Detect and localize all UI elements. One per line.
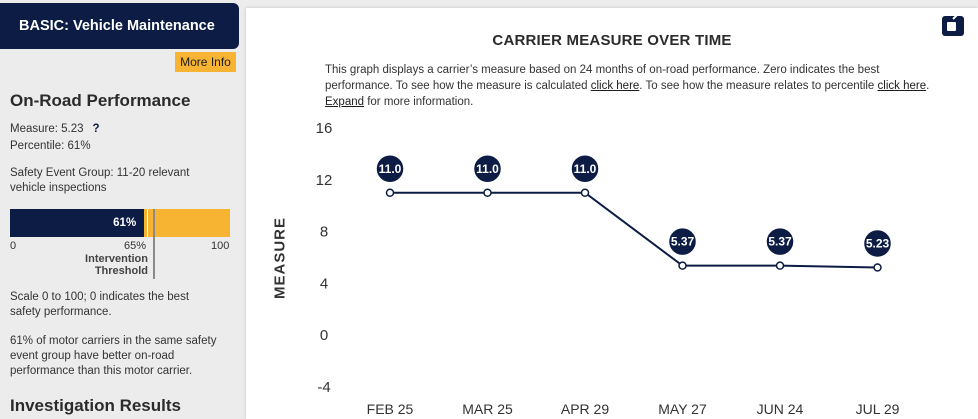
y-tick-label: 16 (316, 120, 333, 137)
data-label-badge (570, 154, 600, 184)
y-tick-label: 12 (316, 172, 333, 189)
data-point[interactable] (385, 188, 395, 197)
y-tick-label: 8 (320, 224, 328, 241)
expand-link[interactable]: Expand (325, 96, 365, 108)
bar-max-label: 100 (211, 240, 230, 252)
data-label: 11.0 (379, 162, 402, 176)
data-label: 11.0 (574, 162, 597, 176)
pct-note-line-3: performance than this motor carrier. (10, 365, 193, 377)
safety-group-line-2: vehicle inspections (10, 182, 107, 194)
x-tick-label: MAR 25 (462, 401, 513, 417)
x-tick-label: APR 29 (561, 401, 609, 417)
x-tick-label: FEB 25 (367, 401, 414, 417)
pct-note-line-1: 61% of motor carriers in the same safety (10, 335, 217, 347)
data-label: 5.37 (768, 235, 792, 249)
data-point[interactable] (483, 188, 492, 197)
threshold-caption-line-2: Threshold (94, 265, 148, 277)
data-point[interactable] (678, 261, 687, 270)
x-tick-label: JUL 29 (856, 401, 900, 417)
data-point[interactable] (580, 188, 590, 197)
intervention-threshold-caption: Intervention Threshold (62, 253, 148, 277)
calculation-link[interactable]: click here (590, 80, 640, 92)
measure-series-line (390, 191, 878, 269)
bar-min-label: 0 (10, 240, 17, 252)
intervention-threshold-marker (153, 209, 155, 279)
chart-description: This graph displays a carrier’s measure … (325, 62, 937, 110)
expand-icon-square (947, 22, 956, 31)
investigation-results-heading: Investigation Results (10, 396, 181, 415)
data-label: 11.0 (476, 162, 499, 176)
pct-note-line-2: event group have better on-road (10, 350, 175, 362)
y-tick-label: 4 (320, 275, 328, 292)
bar-threshold-label: 65% (124, 240, 147, 252)
percentile-text: Percentile: 61% (10, 140, 91, 152)
scale-note: Scale 0 to 100; 0 indicates the best saf… (10, 290, 189, 320)
data-point[interactable] (775, 261, 785, 270)
basic-title-tab[interactable]: BASIC: Vehicle Maintenance (0, 3, 239, 49)
data-label-badge (765, 226, 795, 257)
help-icon[interactable]: ? (92, 123, 100, 135)
data-label-badge (375, 154, 405, 184)
onroad-performance-heading: On-Road Performance (10, 91, 191, 110)
desc-text-4: for more information. (364, 96, 474, 108)
basic-sidebar: BASIC: Vehicle Maintenance More Info On-… (0, 0, 245, 419)
data-label-badge (862, 228, 893, 259)
data-label-badge (667, 226, 698, 257)
data-label: 5.37 (671, 235, 695, 249)
percentile-explanation: 61% of motor carriers in the same safety… (10, 334, 216, 379)
safety-group-line-1: Safety Event Group: 11-20 relevant (10, 167, 190, 179)
safety-event-group-text: Safety Event Group: 11-20 relevant vehic… (10, 166, 189, 196)
percentile-bar: 61% (10, 209, 230, 279)
x-tick-label: MAY 27 (658, 401, 707, 417)
percentile-link[interactable]: click here (877, 80, 927, 92)
data-label: 5.23 (866, 236, 890, 250)
desc-text-2: . To see how the measure relates to perc… (639, 80, 878, 92)
percentile-marker (147, 209, 148, 237)
y-tick-label: 0 (320, 327, 328, 344)
threshold-caption-line-1: Intervention (85, 253, 148, 265)
measure-row: Measure: 5.23? (10, 122, 100, 137)
expand-icon[interactable] (942, 13, 964, 36)
desc-text-1: This graph displays a carrier’s measure … (325, 64, 880, 92)
data-label-badge (472, 154, 503, 184)
measure-text: Measure: 5.23 (10, 123, 84, 135)
desc-text-3: . (926, 80, 930, 92)
x-tick-label: JUN 24 (757, 401, 804, 417)
scale-note-line-1: Scale 0 to 100; 0 indicates the best (10, 291, 190, 303)
percentile-bar-fill: 61% (10, 209, 145, 237)
more-info-button[interactable]: More Info (175, 52, 236, 72)
y-tick-label: -4 (317, 379, 330, 396)
chart-title: CARRIER MEASURE OVER TIME (492, 32, 732, 49)
scale-note-line-2: safety performance. (10, 306, 112, 318)
data-point[interactable] (873, 263, 882, 272)
